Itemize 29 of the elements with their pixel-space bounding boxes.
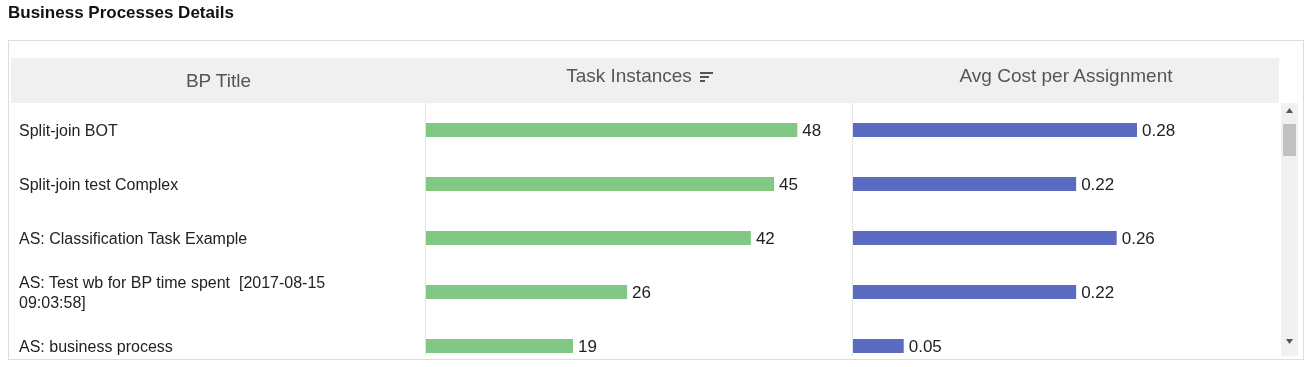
bar <box>426 177 775 191</box>
bar <box>426 285 628 299</box>
bar <box>426 123 798 137</box>
data-label: 19 <box>577 336 597 356</box>
bar <box>853 123 1137 137</box>
data-label: 42 <box>755 228 775 248</box>
x-axis-title: Avg Cost per Assignment <box>958 64 1174 88</box>
bar <box>853 339 904 353</box>
data-label: 45 <box>779 174 799 194</box>
bar <box>426 231 751 245</box>
data-label: 0.22 <box>1081 174 1115 194</box>
data-label: 48 <box>802 120 822 140</box>
data-label: 0.22 <box>1081 282 1115 302</box>
data-label: 0.28 <box>1142 120 1176 140</box>
bar <box>426 339 573 353</box>
bar <box>853 285 1077 299</box>
data-label: 0.05 <box>908 336 942 356</box>
y-tick-label: AS: Test wb for BP time spent [2017-08-15 09:03:58] <box>19 273 330 311</box>
text: Business Processes Details <box>8 3 234 23</box>
data-label: 0.26 <box>1121 228 1155 248</box>
bar <box>853 177 1077 191</box>
y-tick-label: Split-join BOT <box>19 121 118 139</box>
data-label: 26 <box>632 282 652 302</box>
y-tick-label: Split-join test Complex <box>19 175 179 193</box>
y-tick-label: AS: business process <box>19 337 173 355</box>
y-axis-title: BP Title <box>184 69 253 93</box>
y-tick-label: AS: Classification Task Example <box>19 229 248 247</box>
bar <box>853 231 1117 245</box>
x-axis-title: Task Instances <box>565 64 693 88</box>
